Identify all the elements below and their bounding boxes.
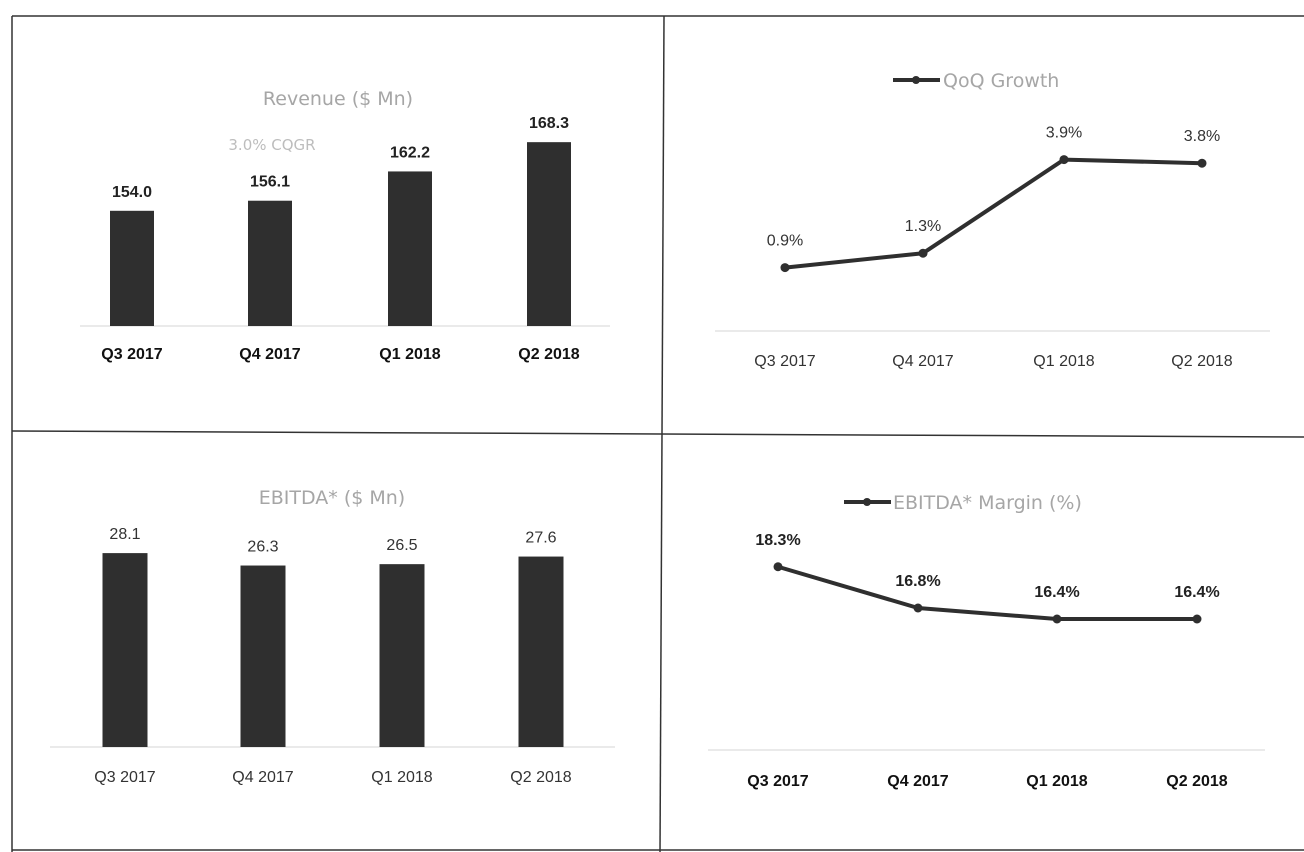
ebitda-bar bbox=[518, 556, 564, 747]
margin-x-tick-label: Q1 2018 bbox=[1026, 773, 1087, 790]
qoq-legend-marker-icon bbox=[912, 76, 920, 84]
revenue-bar bbox=[110, 210, 154, 326]
margin-data-label: 18.3% bbox=[755, 532, 800, 549]
qoq-data-label: 0.9% bbox=[767, 233, 803, 250]
qoq-data-label: 3.9% bbox=[1046, 125, 1082, 142]
ebitda-data-label: 27.6 bbox=[525, 530, 556, 547]
qoq-point bbox=[1059, 155, 1069, 165]
ebitda-x-tick-label: Q1 2018 bbox=[371, 769, 432, 786]
qoq-point bbox=[918, 248, 928, 258]
margin-x-tick-label: Q3 2017 bbox=[747, 773, 808, 790]
revenue-cqgr-annotation: 3.0% CQGR bbox=[228, 136, 315, 154]
margin-data-label: 16.4% bbox=[1034, 584, 1079, 601]
margin-point bbox=[773, 562, 783, 572]
revenue-bar bbox=[527, 142, 571, 326]
qoq-point bbox=[1197, 158, 1207, 168]
qoq-x-tick-label: Q2 2018 bbox=[1171, 353, 1232, 370]
qoq-growth-chart: QoQ Growth 0.9% Q3 2017 1.3% Q4 2017 3.9% Q1 … bbox=[715, 70, 1270, 370]
ebitda-x-tick-label: Q2 2018 bbox=[510, 769, 571, 786]
margin-legend-marker-icon bbox=[863, 498, 871, 506]
margin-point bbox=[1052, 614, 1062, 624]
ebitda-x-tick-label: Q4 2017 bbox=[232, 769, 293, 786]
ebitda-data-label: 26.5 bbox=[386, 537, 417, 554]
margin-point bbox=[1192, 614, 1202, 624]
ebitda-data-label: 26.3 bbox=[247, 539, 278, 556]
frame-horizontal-divider bbox=[11, 430, 1304, 438]
qoq-point bbox=[780, 263, 790, 273]
margin-data-label: 16.8% bbox=[895, 573, 940, 590]
revenue-bar bbox=[388, 171, 432, 326]
qoq-data-label: 3.8% bbox=[1184, 128, 1220, 145]
ebitda-chart-title: EBITDA* ($ Mn) bbox=[259, 487, 405, 509]
qoq-series-line bbox=[784, 157, 1203, 270]
revenue-data-label: 154.0 bbox=[112, 184, 152, 201]
qoq-x-tick-label: Q3 2017 bbox=[754, 353, 815, 370]
ebitda-margin-chart: EBITDA* Margin (%) 18.3% Q3 2017 16.8% Q4 2… bbox=[708, 492, 1265, 790]
qoq-x-tick-label: Q4 2017 bbox=[892, 353, 953, 370]
ebitda-bar bbox=[102, 553, 148, 747]
revenue-chart-title: Revenue ($ Mn) bbox=[263, 88, 413, 110]
ebitda-data-label: 28.1 bbox=[109, 526, 140, 543]
margin-point bbox=[913, 603, 923, 613]
margin-chart-title: EBITDA* Margin (%) bbox=[893, 492, 1082, 514]
ebitda-x-tick-label: Q3 2017 bbox=[94, 769, 155, 786]
margin-x-tick-label: Q4 2017 bbox=[887, 773, 948, 790]
revenue-data-label: 156.1 bbox=[250, 174, 290, 191]
qoq-x-tick-label: Q1 2018 bbox=[1033, 353, 1094, 370]
revenue-x-tick-label: Q2 2018 bbox=[518, 346, 579, 363]
revenue-bar bbox=[248, 200, 292, 326]
qoq-chart-title: QoQ Growth bbox=[943, 70, 1059, 92]
ebitda-bar bbox=[240, 565, 286, 747]
revenue-x-tick-label: Q1 2018 bbox=[379, 346, 440, 363]
margin-data-label: 16.4% bbox=[1174, 584, 1219, 601]
revenue-x-tick-label: Q3 2017 bbox=[101, 346, 162, 363]
revenue-data-label: 168.3 bbox=[529, 115, 569, 132]
revenue-chart: Revenue ($ Mn) 3.0% CQGR 154.0 Q3 2017 156… bbox=[80, 88, 610, 363]
ebitda-bar bbox=[379, 564, 425, 747]
qoq-data-label: 1.3% bbox=[905, 218, 941, 235]
revenue-x-tick-label: Q4 2017 bbox=[239, 346, 300, 363]
revenue-data-label: 162.2 bbox=[390, 144, 430, 161]
ebitda-chart: EBITDA* ($ Mn) 28.1 Q3 2017 26.3 Q4 2017 26.… bbox=[50, 487, 615, 786]
margin-x-tick-label: Q2 2018 bbox=[1166, 773, 1227, 790]
margin-series-line bbox=[777, 564, 1197, 621]
